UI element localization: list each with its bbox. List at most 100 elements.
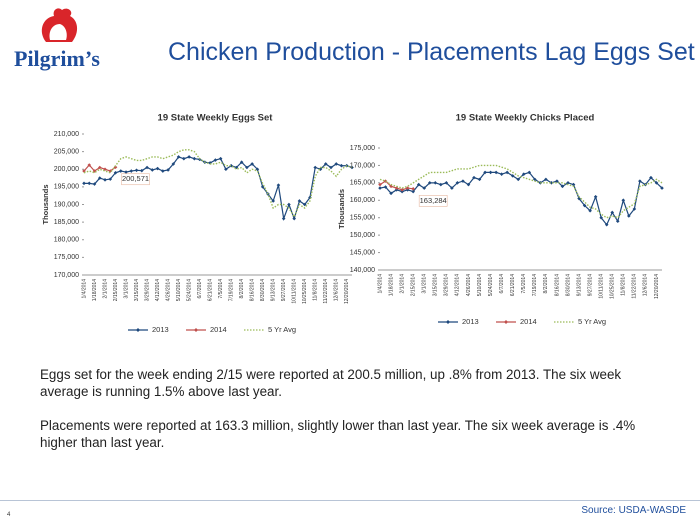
- point-marker: [660, 186, 664, 190]
- point-marker: [615, 219, 620, 223]
- point-marker: [555, 179, 559, 183]
- point-marker: [145, 165, 149, 170]
- point-marker: [422, 186, 427, 190]
- point-marker: [229, 163, 233, 168]
- x-tick-label: 6/21/2014: [510, 274, 516, 296]
- y-axis-label: Thousands: [41, 184, 50, 224]
- point-marker: [389, 191, 393, 196]
- legend-label: 5 Yr Avg: [268, 325, 296, 334]
- point-marker: [339, 163, 344, 168]
- y-tick-label: 155,000: [350, 215, 375, 222]
- x-tick-label: 11/8/2014: [313, 279, 319, 301]
- x-tick-label: 8/30/2014: [565, 274, 571, 296]
- point-marker: [255, 167, 260, 172]
- point-marker: [560, 184, 565, 189]
- paragraph: Eggs set for the week ending 2/15 were r…: [40, 367, 622, 399]
- point-marker: [97, 165, 102, 170]
- point-marker: [234, 165, 239, 170]
- x-tick-label: 8/2/2014: [239, 279, 245, 299]
- x-tick-label: 3/29/2014: [444, 274, 450, 296]
- data-label: 163,284: [420, 196, 447, 205]
- point-marker: [621, 198, 626, 203]
- y-tick-label: 200,000: [54, 166, 79, 173]
- point-marker: [92, 182, 97, 186]
- x-tick-label: 5/10/2014: [176, 279, 182, 301]
- point-marker: [323, 162, 328, 166]
- series-line: [84, 156, 353, 221]
- x-tick-label: 1/18/2014: [388, 274, 394, 296]
- x-tick-label: 12/20/2014: [654, 274, 660, 299]
- point-marker: [82, 169, 86, 173]
- x-tick-label: 2/1/2014: [102, 279, 108, 299]
- point-marker: [166, 168, 170, 172]
- point-marker: [627, 214, 631, 218]
- y-tick-label: 170,000: [54, 272, 79, 279]
- point-marker: [218, 156, 223, 161]
- x-tick-label: 7/5/2014: [218, 279, 224, 299]
- point-marker: [455, 181, 460, 185]
- point-marker: [461, 179, 465, 183]
- x-tick-label: 3/15/2014: [433, 274, 439, 296]
- legend-label: 2013: [462, 317, 479, 326]
- point-marker: [400, 188, 404, 192]
- x-tick-label: 6/7/2014: [499, 274, 505, 294]
- point-marker: [582, 203, 587, 208]
- y-tick-label: 175,000: [350, 145, 375, 152]
- point-marker: [187, 155, 191, 159]
- point-marker: [329, 165, 333, 170]
- x-tick-label: 6/7/2014: [197, 279, 203, 299]
- data-label: 200,571: [122, 174, 149, 183]
- point-marker: [549, 181, 554, 185]
- point-marker: [239, 160, 244, 164]
- point-marker: [224, 167, 228, 172]
- x-tick-label: 11/22/2014: [632, 274, 638, 299]
- x-tick-label: 4/26/2014: [466, 274, 472, 296]
- x-tick-label: 3/29/2014: [144, 279, 150, 301]
- x-tick-label: 7/19/2014: [228, 279, 234, 301]
- x-tick-label: 4/12/2014: [155, 279, 161, 301]
- charts: 19 State Weekly Eggs Set 170,000 175,000 18…: [41, 113, 664, 334]
- legend-label: 2014: [520, 317, 537, 326]
- x-tick-label: 12/6/2014: [643, 274, 649, 296]
- point-marker: [334, 162, 339, 166]
- point-marker: [632, 207, 637, 211]
- x-tick-label: 3/15/2014: [134, 279, 140, 301]
- x-tick-label: 2/15/2014: [411, 274, 417, 296]
- source: Source: USDA-WASDE: [581, 505, 686, 516]
- x-tick-label: 10/11/2014: [599, 274, 605, 299]
- x-tick-label: 9/27/2014: [281, 279, 287, 301]
- point-marker: [213, 158, 218, 162]
- point-marker: [566, 181, 570, 185]
- x-tick-label: 4/26/2014: [165, 279, 171, 301]
- y-tick-label: 180,000: [54, 237, 79, 244]
- x-tick-label: 10/25/2014: [302, 279, 308, 304]
- y-tick-label: 145,000: [350, 249, 375, 256]
- point-marker: [433, 181, 438, 185]
- point-marker: [444, 181, 449, 185]
- logo-text: Pilgrim’s: [14, 46, 100, 71]
- legend-marker: [446, 320, 450, 324]
- point-marker: [134, 168, 139, 173]
- y-tick-label: 185,000: [54, 219, 79, 226]
- y-tick-label: 160,000: [350, 197, 375, 204]
- x-tick-label: 11/8/2014: [621, 274, 627, 296]
- legend-marker: [194, 328, 198, 332]
- point-marker: [499, 172, 504, 176]
- point-marker: [176, 155, 181, 159]
- point-marker: [571, 182, 576, 187]
- point-marker: [281, 216, 286, 221]
- x-tick-label: 1/4/2014: [377, 274, 383, 294]
- point-marker: [118, 169, 123, 173]
- point-marker: [113, 165, 118, 170]
- point-marker: [649, 175, 653, 180]
- point-marker: [521, 172, 526, 176]
- y-tick-label: 210,000: [54, 131, 79, 138]
- point-marker: [82, 181, 86, 186]
- chart-title: 19 State Weekly Chicks Placed: [456, 113, 595, 124]
- logo-icon: [41, 8, 78, 42]
- data-label-box: [418, 195, 448, 207]
- point-marker: [124, 170, 128, 174]
- point-marker: [544, 177, 548, 182]
- point-marker: [313, 165, 318, 170]
- x-tick-label: 12/6/2014: [334, 279, 340, 301]
